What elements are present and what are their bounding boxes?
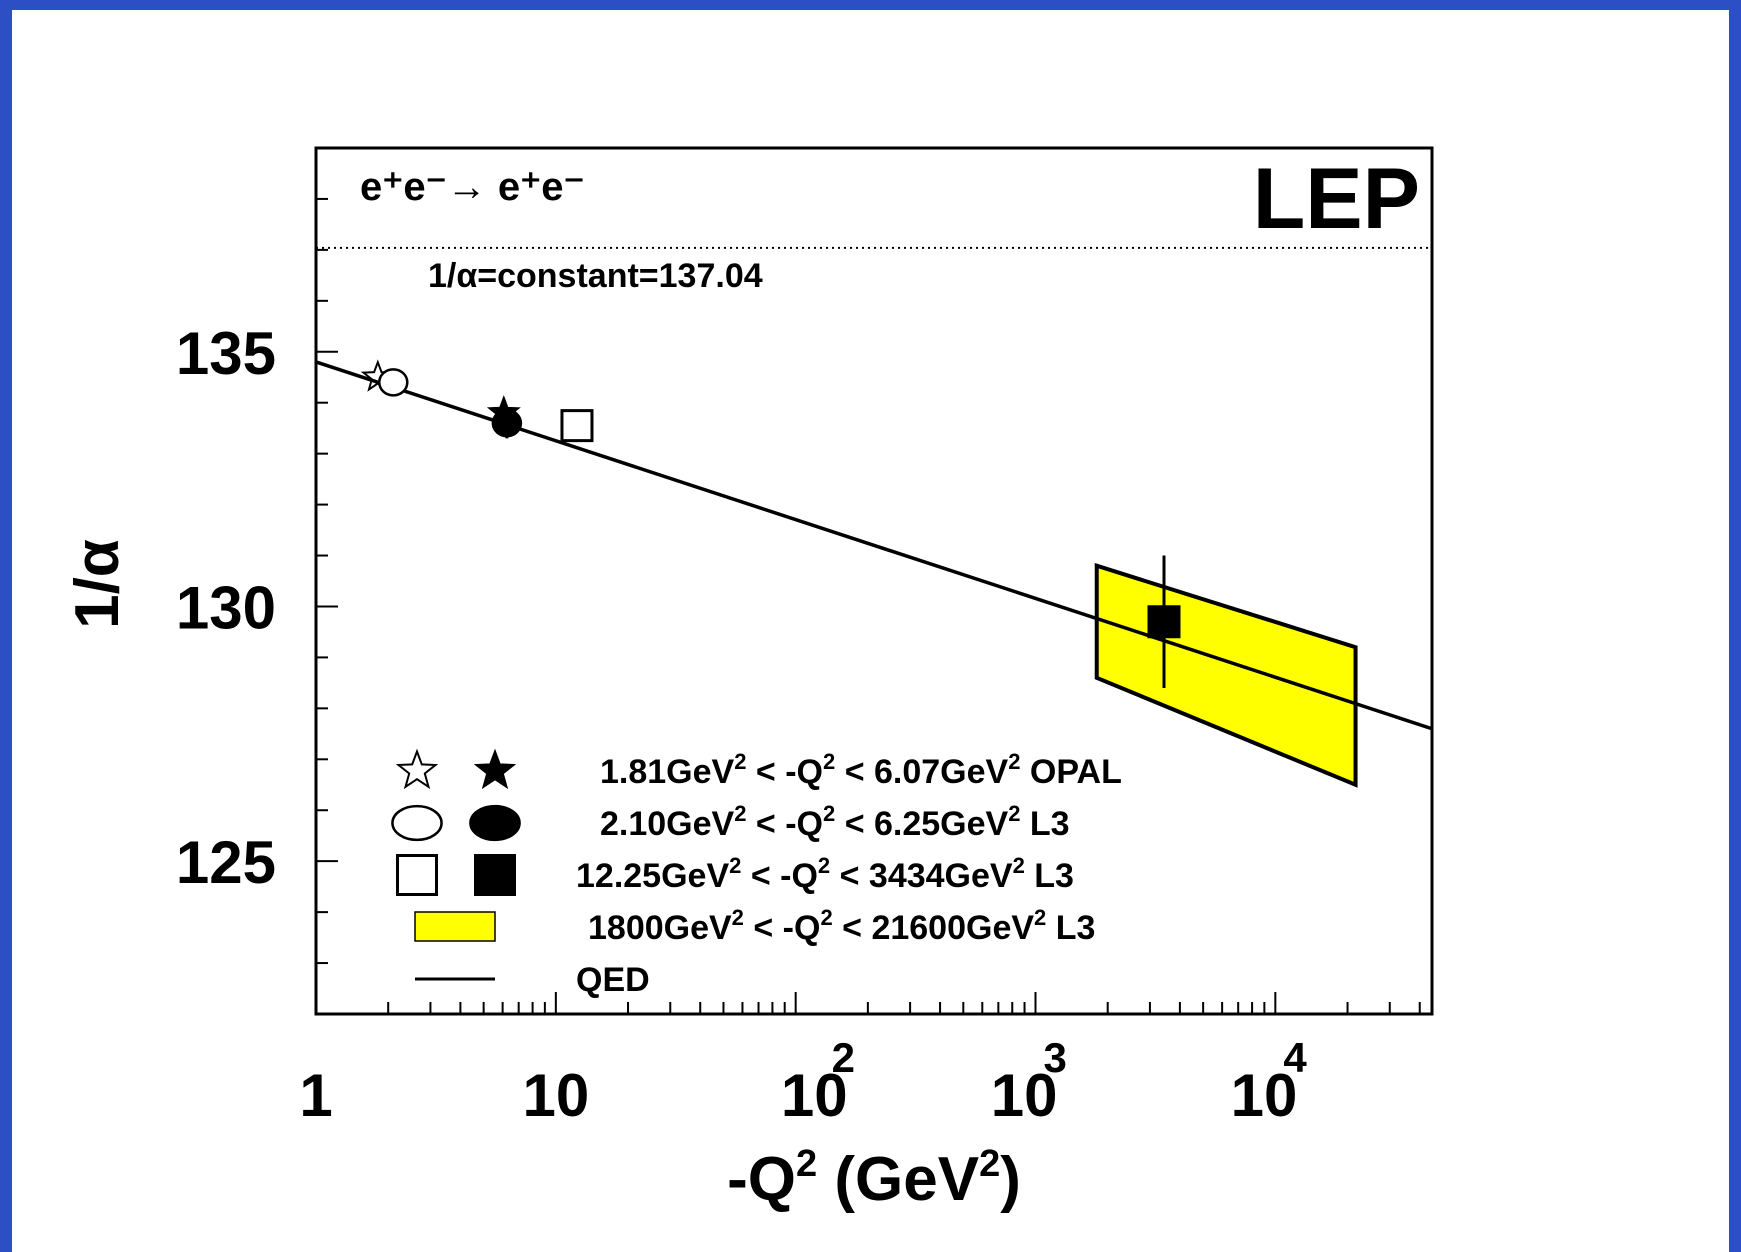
legend-label-part: < 3434GeV — [830, 857, 1013, 895]
legend-label: QED — [576, 961, 650, 999]
band-polygon — [1094, 562, 1358, 788]
filled-circle-point — [491, 408, 523, 438]
open-circle-point — [378, 368, 409, 397]
legend-label-part: OPAL — [1020, 753, 1121, 791]
chart-title: LEP — [1253, 151, 1420, 247]
legend-open-circle — [391, 804, 443, 842]
process-label: e⁺e⁻→ e⁺e⁻ — [360, 165, 585, 209]
legend-label: 1.81GeV2 < -Q2 < 6.07GeV2 OPAL — [600, 749, 1122, 791]
legend-label-sup: 2 — [734, 749, 746, 774]
y-tick-label: 125 — [176, 829, 276, 896]
x-axis-title-sup1: 2 — [796, 1143, 817, 1185]
legend-label-sup: 2 — [823, 749, 835, 774]
legend-label-part: L3 — [1025, 857, 1074, 895]
legend-label-part: QED — [576, 961, 650, 999]
x-axis-title: -Q2 (GeV2) — [727, 1143, 1021, 1214]
legend-filled-square — [474, 854, 516, 896]
x-tick-label: 1 — [299, 1062, 332, 1129]
legend-label-part: 1.81GeV — [600, 753, 735, 791]
axis-ticks — [315, 147, 1421, 1015]
x-tick-label: 10 — [781, 1062, 848, 1129]
legend-label-part: < -Q — [744, 909, 821, 947]
legend-label-part: < -Q — [746, 805, 823, 843]
legend-filled-circle — [469, 804, 521, 842]
legend-label-part: < -Q — [746, 753, 823, 791]
legend-label-sup: 2 — [820, 905, 832, 930]
legend-band-swatch — [414, 911, 496, 942]
x-axis-title-end: ) — [1000, 1145, 1021, 1214]
legend-label-sup: 2 — [1008, 749, 1020, 774]
legend-open-square — [396, 854, 438, 896]
legend-label-part: < 6.25GeV — [835, 805, 1008, 843]
legend-label-sup: 2 — [1034, 905, 1046, 930]
x-tick-label: 10 — [1231, 1062, 1298, 1129]
x-tick-label-exponent: 2 — [832, 1034, 855, 1081]
legend-filled-star — [473, 748, 517, 790]
y-axis-title: 1/α — [63, 539, 132, 629]
legend-label-part: L3 — [1046, 909, 1095, 947]
l3-band — [1094, 562, 1358, 788]
legend-label-part: 2.10GeV — [600, 805, 735, 843]
x-axis-title-mid: (GeV — [817, 1145, 979, 1214]
legend-label-sup: 2 — [1008, 801, 1020, 826]
y-tick-label: 135 — [176, 320, 276, 387]
x-axis-title-sup2: 2 — [979, 1143, 1000, 1185]
legend-label-sup: 2 — [1013, 853, 1025, 878]
x-axis-title-base: -Q — [727, 1145, 796, 1214]
x-tick-label-exponent: 4 — [1283, 1034, 1307, 1081]
legend-label-sup: 2 — [732, 905, 744, 930]
legend-label-sup: 2 — [734, 801, 746, 826]
x-tick-label: 10 — [522, 1062, 589, 1129]
open-square-point — [560, 409, 594, 443]
legend-label: 12.25GeV2 < -Q2 < 3434GeV2 L3 — [576, 853, 1074, 895]
legend-label: 1800GeV2 < -Q2 < 21600GeV2 L3 — [588, 905, 1095, 947]
legend-open-star — [395, 748, 439, 790]
qed-line — [315, 360, 1433, 731]
legend-label-part: L3 — [1020, 805, 1069, 843]
legend-label: 2.10GeV2 < -Q2 < 6.25GeV2 L3 — [600, 801, 1070, 843]
legend-label-sup: 2 — [823, 801, 835, 826]
qed-curve — [315, 360, 1433, 731]
data-points — [360, 359, 1181, 688]
plot-frame — [314, 146, 1434, 1016]
legend-label-sup: 2 — [729, 853, 741, 878]
y-tick-label: 130 — [176, 574, 276, 641]
x-tick-label-exponent: 3 — [1044, 1034, 1067, 1081]
x-tick-label: 10 — [991, 1062, 1058, 1129]
legend-label-part: < 6.07GeV — [835, 753, 1008, 791]
legend-label-sup: 2 — [818, 853, 830, 878]
legend-label-part: < -Q — [741, 857, 818, 895]
legend-label-part: < 21600GeV — [833, 909, 1035, 947]
reference-label: 1/α=constant=137.04 — [428, 257, 763, 295]
legend-label-part: 1800GeV — [588, 909, 732, 947]
legend-label-part: 12.25GeV — [576, 857, 729, 895]
filled-square-point — [1147, 605, 1181, 639]
